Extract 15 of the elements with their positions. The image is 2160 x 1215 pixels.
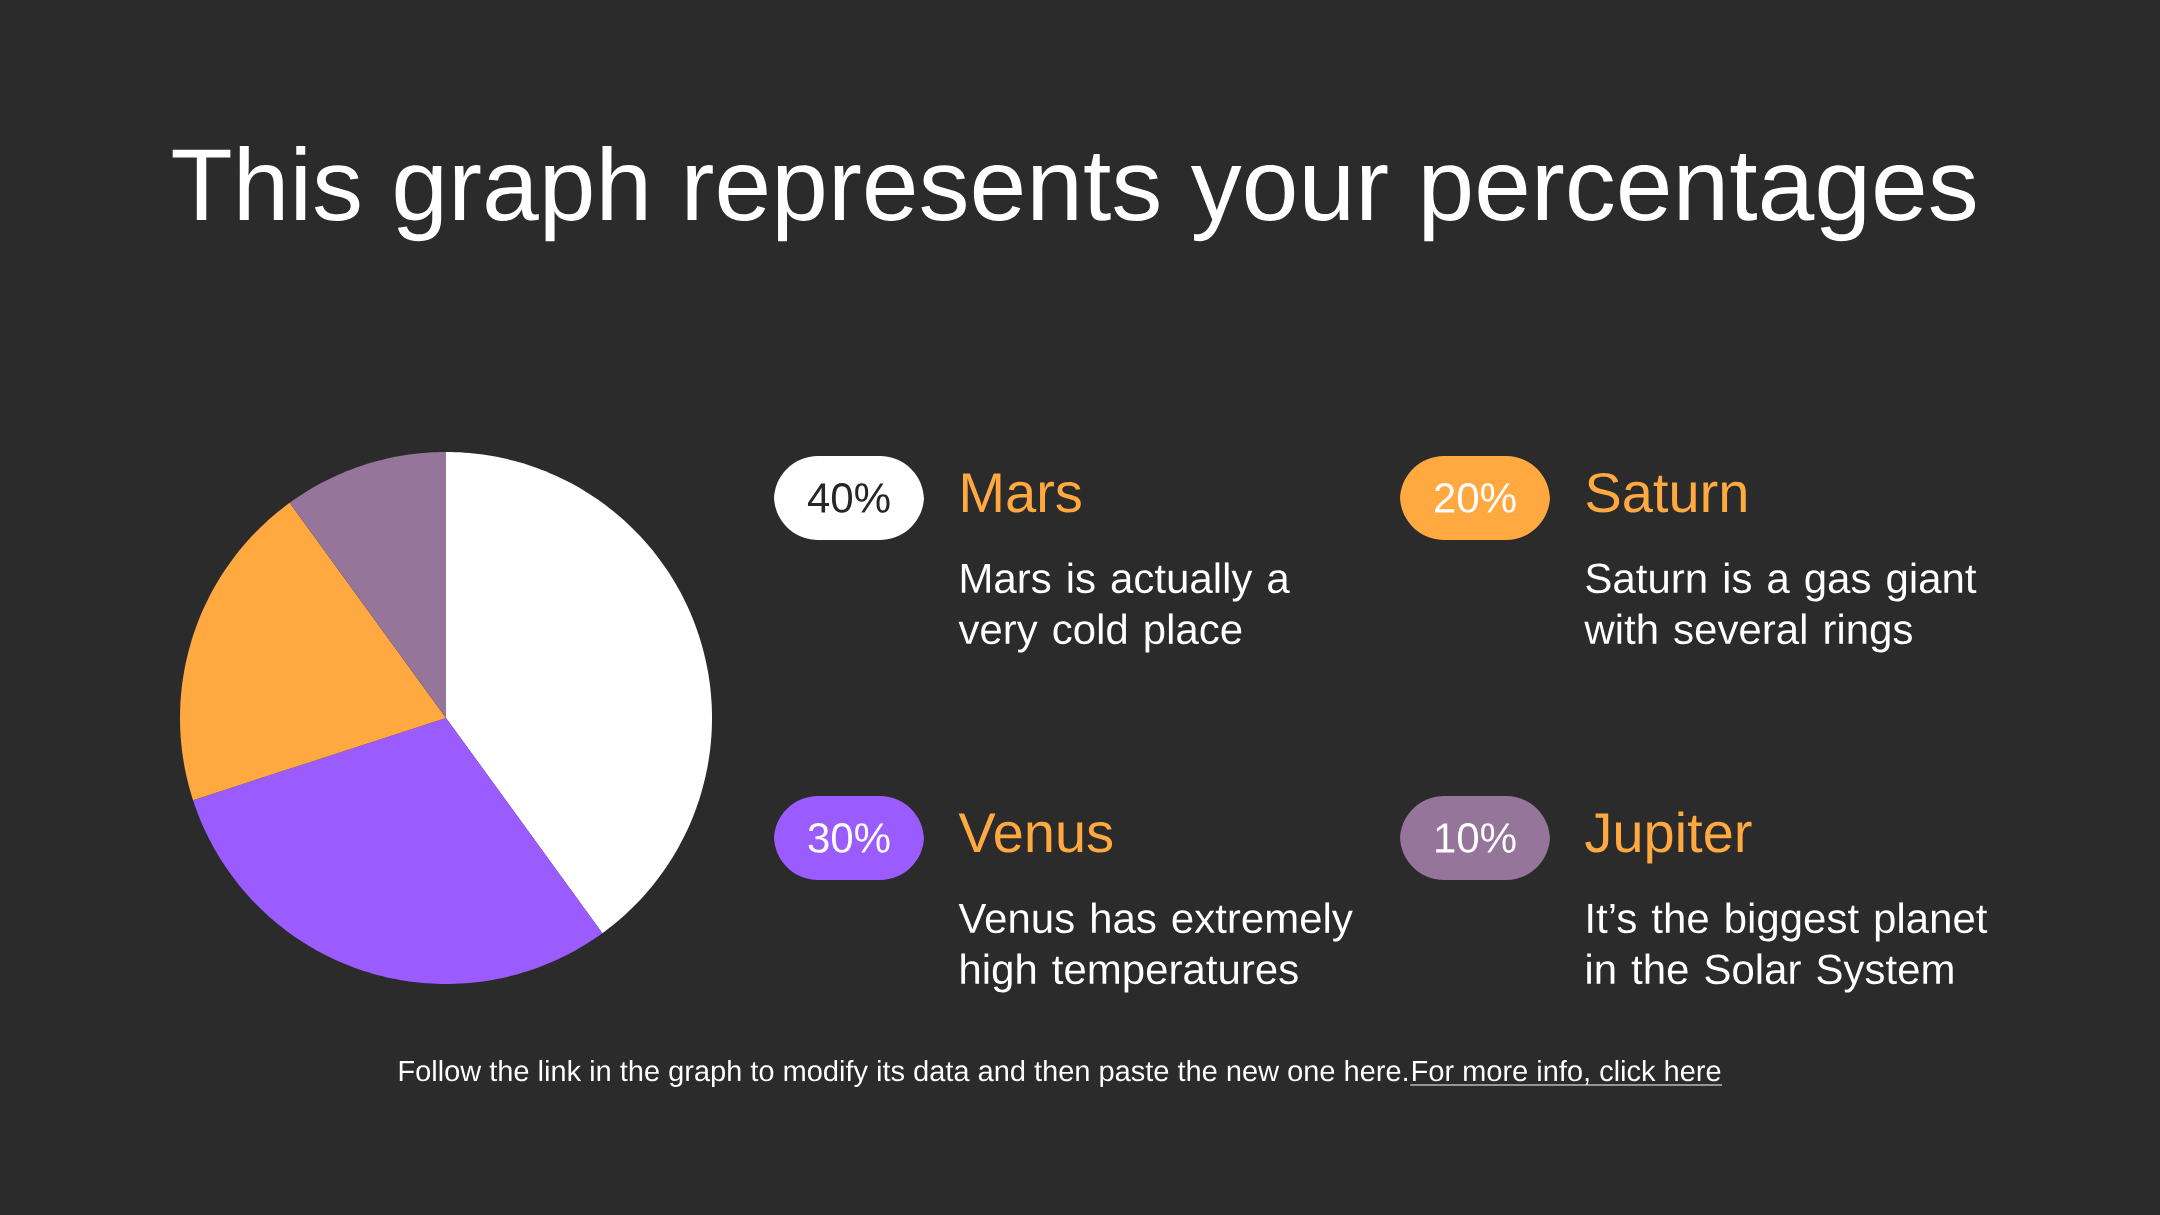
data-label: 10%: [1436, 823, 1516, 853]
text: Mars is actually a very cold place: [958, 562, 1290, 653]
text: Follow the link in the graph to modify its data and then paste the new one here.: [399, 1059, 1407, 1088]
text: Saturn is a gas giant with several rings: [1584, 562, 1977, 653]
chart-title: This graph represents your percentages: [172, 146, 1976, 242]
text: Venus has extremely high temperatures: [958, 902, 1353, 993]
legend-label: Saturn: [1586, 472, 1746, 513]
text: For more info, click here: [1413, 1059, 1721, 1085]
legend-label: Venus: [958, 813, 1113, 853]
text: It’s the biggest planet in the Solar System: [1587, 902, 1988, 993]
data-label: 30%: [808, 823, 890, 853]
data-label: 20%: [1435, 483, 1516, 513]
data-label: 40%: [807, 483, 890, 513]
legend-label: Jupiter: [1585, 811, 1752, 864]
legend-label: Mars: [962, 473, 1081, 513]
